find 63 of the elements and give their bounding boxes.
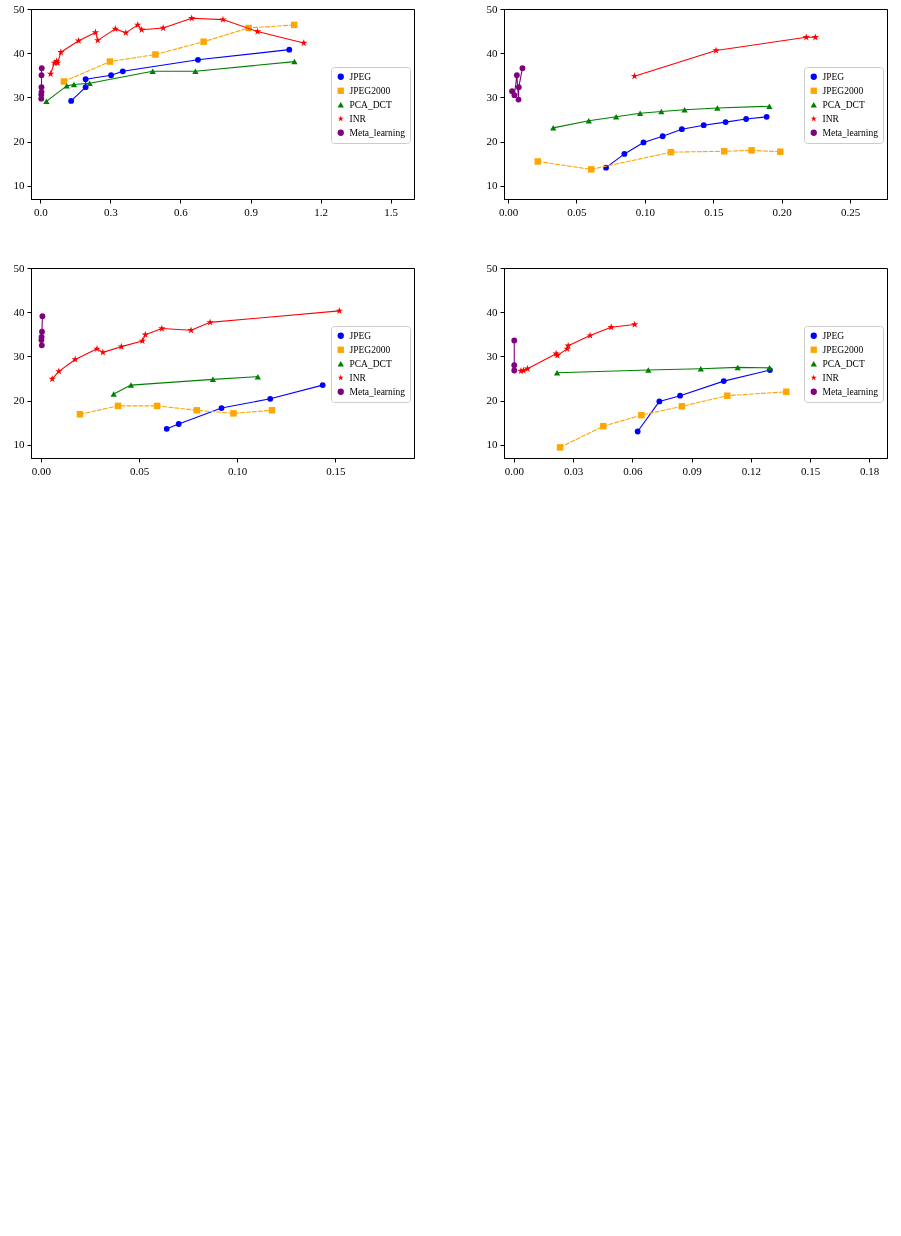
x-tick-label: 0.03 (563, 464, 584, 477)
x-tick-label: 0.6 (174, 205, 189, 218)
legend-label: PCA_DCT (822, 99, 865, 110)
legend-label: PCA_DCT (349, 99, 392, 110)
x-tick-label: 0.15 (704, 205, 724, 218)
x-tick-label: 0.9 (244, 205, 259, 218)
legend-label: JPEG (822, 330, 845, 341)
y-tick-label: 30 (486, 90, 498, 103)
y-tick-label: 40 (13, 305, 25, 318)
x-tick-label: 0.09 (682, 464, 703, 477)
y-tick-label: 30 (13, 349, 25, 362)
legend-label: Meta_learning (822, 386, 879, 397)
y-tick-label: 30 (13, 90, 25, 103)
y-tick-label: 30 (486, 349, 498, 362)
legend-label: PCA_DCT (349, 358, 392, 369)
legend-label: INR (349, 113, 367, 124)
x-tick-label: 0.3 (104, 205, 119, 218)
x-tick-label: 0.10 (635, 205, 656, 218)
legend-label: JPEG (349, 330, 372, 341)
y-tick-label: 20 (13, 394, 25, 407)
x-tick-label: 1.5 (384, 205, 399, 218)
y-tick-label: 40 (13, 46, 25, 59)
y-tick-label: 10 (486, 438, 498, 451)
y-tick-label: 10 (13, 438, 25, 451)
x-tick-label: 0.05 (129, 464, 150, 477)
y-tick-label: 40 (486, 305, 498, 318)
x-tick-label: 1.2 (314, 205, 328, 218)
x-tick-label: 0.00 (504, 464, 525, 477)
legend-label: JPEG2000 (349, 344, 391, 355)
legend-label: PCA_DCT (822, 358, 865, 369)
x-tick-label: 0.06 (623, 464, 643, 477)
x-tick-label: 0.10 (228, 464, 248, 477)
y-tick-label: 50 (13, 2, 25, 15)
legend-label: Meta_learning (822, 127, 879, 138)
x-tick-label: 0.20 (772, 205, 793, 218)
x-tick-label: 0.15 (326, 464, 347, 477)
x-tick-label: 0.15 (800, 464, 821, 477)
legend-label: INR (822, 113, 840, 124)
legend-label: Meta_learning (349, 127, 406, 138)
y-tick-label: 20 (486, 135, 498, 148)
legend-label: INR (822, 372, 840, 383)
legend-label: JPEG (349, 71, 372, 82)
legend-label: Meta_learning (349, 386, 406, 397)
y-tick-label: 50 (486, 2, 498, 15)
x-tick-label: 0.25 (840, 205, 861, 218)
y-tick-label: 50 (486, 261, 498, 274)
legend-label: JPEG (822, 71, 845, 82)
y-tick-label: 20 (13, 135, 25, 148)
legend-label: JPEG2000 (349, 85, 391, 96)
x-tick-label: 0.0 (33, 205, 49, 218)
y-tick-label: 20 (486, 394, 498, 407)
y-tick-label: 10 (13, 179, 25, 192)
x-tick-label: 0.00 (31, 464, 52, 477)
x-tick-label: 0.00 (498, 205, 519, 218)
y-tick-label: 40 (486, 46, 498, 59)
legend-label: JPEG2000 (822, 344, 864, 355)
x-tick-label: 0.12 (741, 464, 761, 477)
y-tick-label: 10 (486, 179, 498, 192)
legend-label: JPEG2000 (822, 85, 864, 96)
y-tick-label: 50 (13, 261, 25, 274)
x-tick-label: 0.05 (567, 205, 588, 218)
x-tick-label: 0.18 (860, 464, 880, 477)
legend-label: INR (349, 372, 367, 383)
